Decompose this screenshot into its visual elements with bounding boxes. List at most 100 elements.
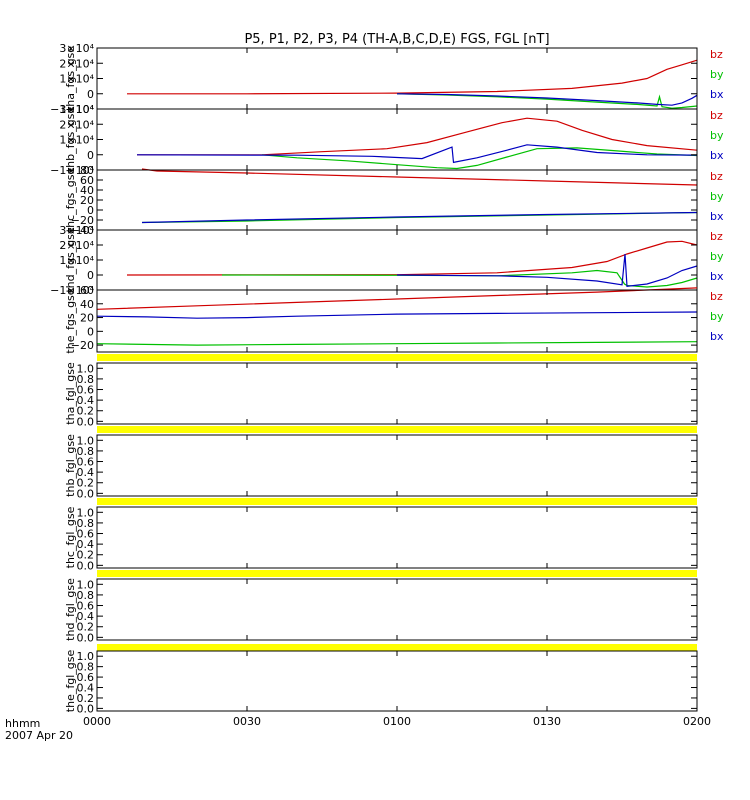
legend-by: by — [710, 68, 724, 81]
y-tick-label: 0 — [87, 149, 94, 162]
y-tick-label: 1×10⁴ — [59, 134, 94, 147]
legend-by: by — [710, 250, 724, 263]
y-tick-label: 0.4 — [77, 466, 95, 479]
panel-frame — [96, 650, 698, 712]
panel-frame — [96, 362, 698, 425]
data-band — [97, 644, 697, 651]
x-axis-label-date: 2007 Apr 20 — [5, 729, 73, 742]
y-tick-label: 2×10⁴ — [59, 57, 94, 70]
x-tick-label: 0200 — [683, 715, 711, 728]
data-band — [97, 354, 697, 361]
panel-frame — [96, 578, 698, 641]
y-tick-label: 1.0 — [77, 362, 95, 375]
y-tick-label: 80 — [80, 164, 94, 177]
y-tick-label: 1.0 — [77, 434, 95, 447]
y-tick-label: 1×10⁴ — [59, 73, 94, 86]
series-bx-line — [96, 311, 698, 319]
y-tick-label: 0.2 — [77, 621, 95, 634]
y-tick-label: 1.0 — [77, 650, 95, 663]
y-tick-label: 0.0 — [77, 415, 95, 428]
y-tick-label: 2×10⁴ — [59, 239, 94, 252]
series-bz-line — [137, 117, 698, 156]
y-axis-label: tha_fgl_gse — [64, 362, 77, 425]
series-bz-line — [127, 59, 698, 95]
y-tick-label: 40 — [80, 298, 94, 311]
y-tick-label: 0.8 — [77, 445, 95, 458]
y-tick-label: 40 — [80, 184, 94, 197]
series-by-line — [261, 147, 698, 170]
y-tick-label: 0.6 — [77, 671, 95, 684]
panel-frame — [96, 434, 698, 497]
legend-bx: bx — [710, 330, 724, 343]
y-tick-label: 3×10⁴ — [59, 42, 94, 55]
y-axis-label: the_fgs_gse — [64, 288, 77, 353]
data-band — [97, 570, 697, 577]
legend-bz: bz — [710, 290, 723, 303]
y-tick-label: 0.2 — [77, 692, 95, 705]
y-axis-label: thc_fgs_gse — [64, 168, 77, 233]
y-tick-label: 0.6 — [77, 528, 95, 541]
y-tick-label: 0.6 — [77, 600, 95, 613]
legend-bz: bz — [710, 170, 723, 183]
y-tick-label: −1×10⁴ — [50, 103, 94, 116]
y-tick-label: 0.6 — [77, 456, 95, 469]
y-tick-label: 1.0 — [77, 578, 95, 591]
x-tick-label: 0000 — [83, 715, 111, 728]
y-tick-label: 0 — [87, 269, 94, 282]
series-bx-line — [396, 253, 698, 287]
y-tick-label: 20 — [80, 194, 94, 207]
data-band — [97, 498, 697, 505]
y-tick-label: −20 — [71, 339, 94, 352]
series-bz-line — [126, 240, 698, 276]
legend-bx: bx — [710, 88, 724, 101]
y-tick-label: −1×10⁴ — [50, 284, 94, 297]
y-tick-label: −20 — [71, 214, 94, 227]
y-tick-label: 0.0 — [77, 487, 95, 500]
y-tick-label: 3×10⁴ — [59, 224, 94, 237]
y-tick-label: 0.8 — [77, 517, 95, 530]
panel-frame — [96, 108, 698, 171]
y-tick-label: 0.0 — [77, 631, 95, 644]
figure-title: P5, P1, P2, P3, P4 (TH-A,B,C,D,E) FGS, F… — [244, 32, 549, 47]
y-tick-label: 60 — [80, 284, 94, 297]
legend-by: by — [710, 310, 724, 323]
panel-frame — [96, 47, 698, 110]
legend-bz: bz — [710, 230, 723, 243]
y-tick-label: 0.4 — [77, 538, 95, 551]
y-tick-label: −40 — [71, 224, 94, 237]
x-tick-label: 0130 — [533, 715, 561, 728]
y-tick-label: 0.8 — [77, 661, 95, 674]
legend-bx: bx — [710, 210, 724, 223]
series-bz-line — [141, 168, 698, 186]
y-tick-label: 1×10⁴ — [59, 254, 94, 267]
y-tick-label: 60 — [80, 174, 94, 187]
y-tick-label: −1×10⁴ — [50, 164, 94, 177]
legend-bz: bz — [710, 109, 723, 122]
y-tick-label: 0 — [87, 325, 94, 338]
y-tick-label: 20 — [80, 312, 94, 325]
legend-by: by — [710, 129, 724, 142]
y-tick-label: 0 — [87, 204, 94, 217]
panel-frame — [96, 229, 698, 291]
x-tick-label: 0030 — [233, 715, 261, 728]
series-bx-line — [136, 144, 698, 164]
data-band — [97, 426, 697, 433]
y-tick-label: 0.4 — [77, 682, 95, 695]
y-tick-label: 0.6 — [77, 384, 95, 397]
series-by-line — [396, 93, 698, 109]
y-axis-label: thb_fgl_gse — [64, 434, 77, 497]
series-bz-line — [96, 287, 698, 310]
y-tick-label: 0.4 — [77, 394, 95, 407]
y-axis-label: thd_fgl_gse — [64, 578, 77, 641]
